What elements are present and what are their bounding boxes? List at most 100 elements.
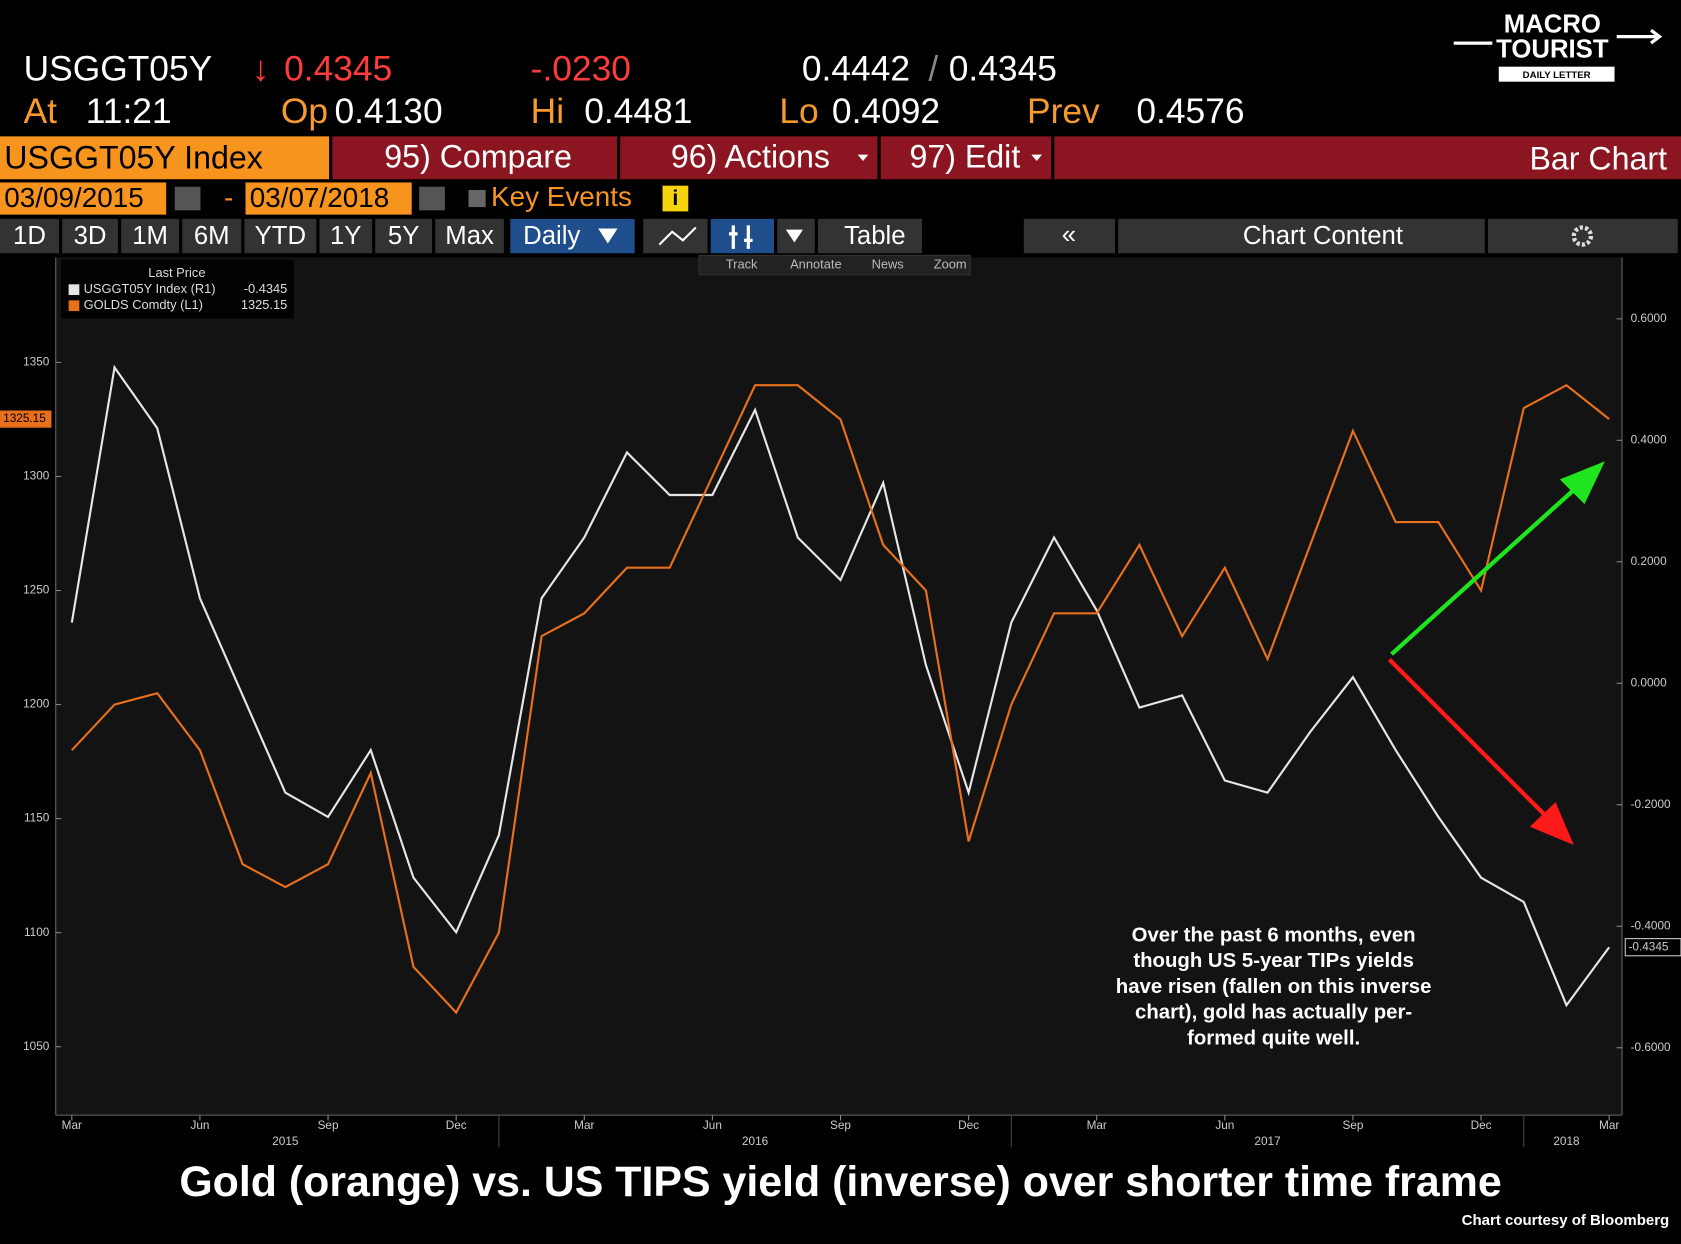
logo-tag: DAILY LETTER	[1523, 70, 1591, 81]
logo-line: TOURIST	[1496, 35, 1609, 63]
y2-tick-label: 0.0000	[1631, 676, 1667, 689]
info-i: i	[672, 186, 678, 210]
line-chart-button[interactable]	[643, 218, 708, 254]
period-tab[interactable]	[244, 218, 317, 254]
bid: 0.4442	[802, 49, 910, 88]
legend-swatch	[68, 284, 80, 296]
annotation: Over the past 6 months, even	[1132, 924, 1416, 946]
low: 0.4092	[832, 92, 940, 131]
bar-chart-button[interactable]	[710, 218, 775, 254]
period-label: 5Y	[388, 222, 419, 250]
period-label: 1M	[132, 222, 168, 250]
legend-value: 1325.15	[241, 297, 287, 312]
high: 0.4481	[584, 92, 692, 131]
actions-button[interactable]: 96) Actions	[671, 138, 830, 174]
annotation: though US 5-year TIPs yields	[1133, 950, 1414, 972]
annotation: have risen (fallen on this inverse	[1116, 976, 1432, 998]
red-arrow	[1387, 658, 1551, 821]
y-tick-label: 1250	[23, 584, 50, 597]
red-arrowhead	[1529, 802, 1574, 845]
x-tick-label: Dec	[958, 1119, 979, 1132]
period-tab[interactable]	[319, 218, 373, 254]
date-field[interactable]	[0, 182, 167, 215]
collapse-button[interactable]	[1023, 218, 1115, 254]
settings-button[interactable]	[1488, 218, 1678, 254]
period-tab[interactable]	[435, 218, 504, 254]
menu-bar	[332, 136, 1681, 180]
tool-label[interactable]: Annotate	[790, 256, 841, 271]
x-tick-label: Dec	[1471, 1119, 1492, 1132]
dropdown-arrow	[785, 229, 803, 243]
line-icon	[658, 226, 697, 246]
tool-label[interactable]: Zoom	[934, 256, 967, 271]
green-arrowhead	[1559, 461, 1605, 505]
period-label: 1D	[13, 222, 46, 250]
calendar-icon[interactable]	[419, 186, 445, 211]
legend-box	[61, 259, 294, 319]
x-tick-label: Sep	[1342, 1119, 1363, 1132]
period-tab[interactable]	[121, 218, 180, 254]
chart-kind: Bar Chart	[1529, 141, 1667, 177]
period-label: YTD	[255, 222, 306, 250]
chart-content-button[interactable]	[1118, 218, 1485, 254]
arrows	[1387, 461, 1605, 845]
open-label: Op	[281, 92, 328, 131]
gear-icon	[1571, 225, 1594, 247]
date-field[interactable]	[245, 182, 412, 215]
y-tick-label: 1300	[23, 470, 50, 483]
down-arrow: ↓	[252, 49, 270, 88]
x-tick-label: Jun	[703, 1119, 722, 1132]
x-tick-label: Jun	[190, 1119, 209, 1132]
ask: 0.4345	[949, 49, 1057, 88]
y-tick-label: 1350	[23, 356, 50, 369]
y-tick-label: 1050	[23, 1040, 50, 1053]
logo: MACRO TOURIST DAILY LETTER	[1453, 11, 1663, 82]
period-tab[interactable]	[62, 218, 118, 254]
start-date: 03/09/2015	[4, 182, 143, 213]
annotation: chart), gold has actually per-	[1135, 1002, 1412, 1024]
x-tick-label: Mar	[1087, 1119, 1107, 1132]
green-arrow	[1390, 486, 1578, 656]
period-tab[interactable]	[375, 218, 433, 254]
x-tick-label: Mar	[62, 1119, 82, 1132]
table-label: Table	[844, 222, 905, 250]
time: 11:21	[86, 92, 172, 131]
edit-button[interactable]: 97) Edit	[909, 138, 1020, 174]
legend-label: USGGT05Y Index (R1)	[84, 281, 216, 296]
last-value: 1325.15	[3, 412, 46, 425]
last-value-flag	[0, 410, 52, 428]
x-tick-label: Sep	[830, 1119, 851, 1132]
period-label: 3D	[74, 222, 107, 250]
period-tab[interactable]	[182, 218, 242, 254]
tool-label[interactable]: News	[872, 256, 904, 271]
open: 0.4130	[334, 92, 442, 131]
tool-label[interactable]: Track	[726, 256, 758, 271]
info-icon[interactable]	[662, 185, 689, 212]
y2-tick-label: -0.2000	[1631, 798, 1671, 811]
collapse-icon: «	[1062, 221, 1076, 249]
period-tab[interactable]	[0, 218, 59, 254]
logo-arrow	[1453, 28, 1663, 45]
x-tick-label: Mar	[1599, 1119, 1619, 1132]
end-date: 03/07/2018	[250, 182, 389, 213]
bar-icon	[729, 225, 753, 249]
checkbox[interactable]	[468, 189, 486, 208]
y-tick-label: 1150	[24, 812, 50, 825]
security: USGGT05Y Index	[4, 139, 263, 175]
legend-label: GOLDS Comdty (L1)	[84, 297, 203, 312]
low-label: Lo	[779, 92, 818, 131]
calendar-icon[interactable]	[174, 186, 201, 211]
dropdown-arrow	[598, 228, 618, 244]
ticker: USGGT05Y	[24, 49, 213, 88]
x-tick-label: Sep	[318, 1119, 339, 1132]
legend-title: Last Price	[148, 265, 205, 280]
compare-button[interactable]: 95) Compare	[384, 138, 572, 174]
security-box[interactable]	[0, 136, 330, 180]
credit: Chart courtesy of Bloomberg	[1462, 1212, 1670, 1229]
chart-content-label: Chart Content	[1243, 222, 1403, 250]
tool-strip	[698, 254, 971, 276]
frequency-tab[interactable]	[510, 218, 635, 254]
table-button[interactable]	[817, 218, 922, 254]
y2-tick-label: 0.4000	[1631, 433, 1667, 446]
